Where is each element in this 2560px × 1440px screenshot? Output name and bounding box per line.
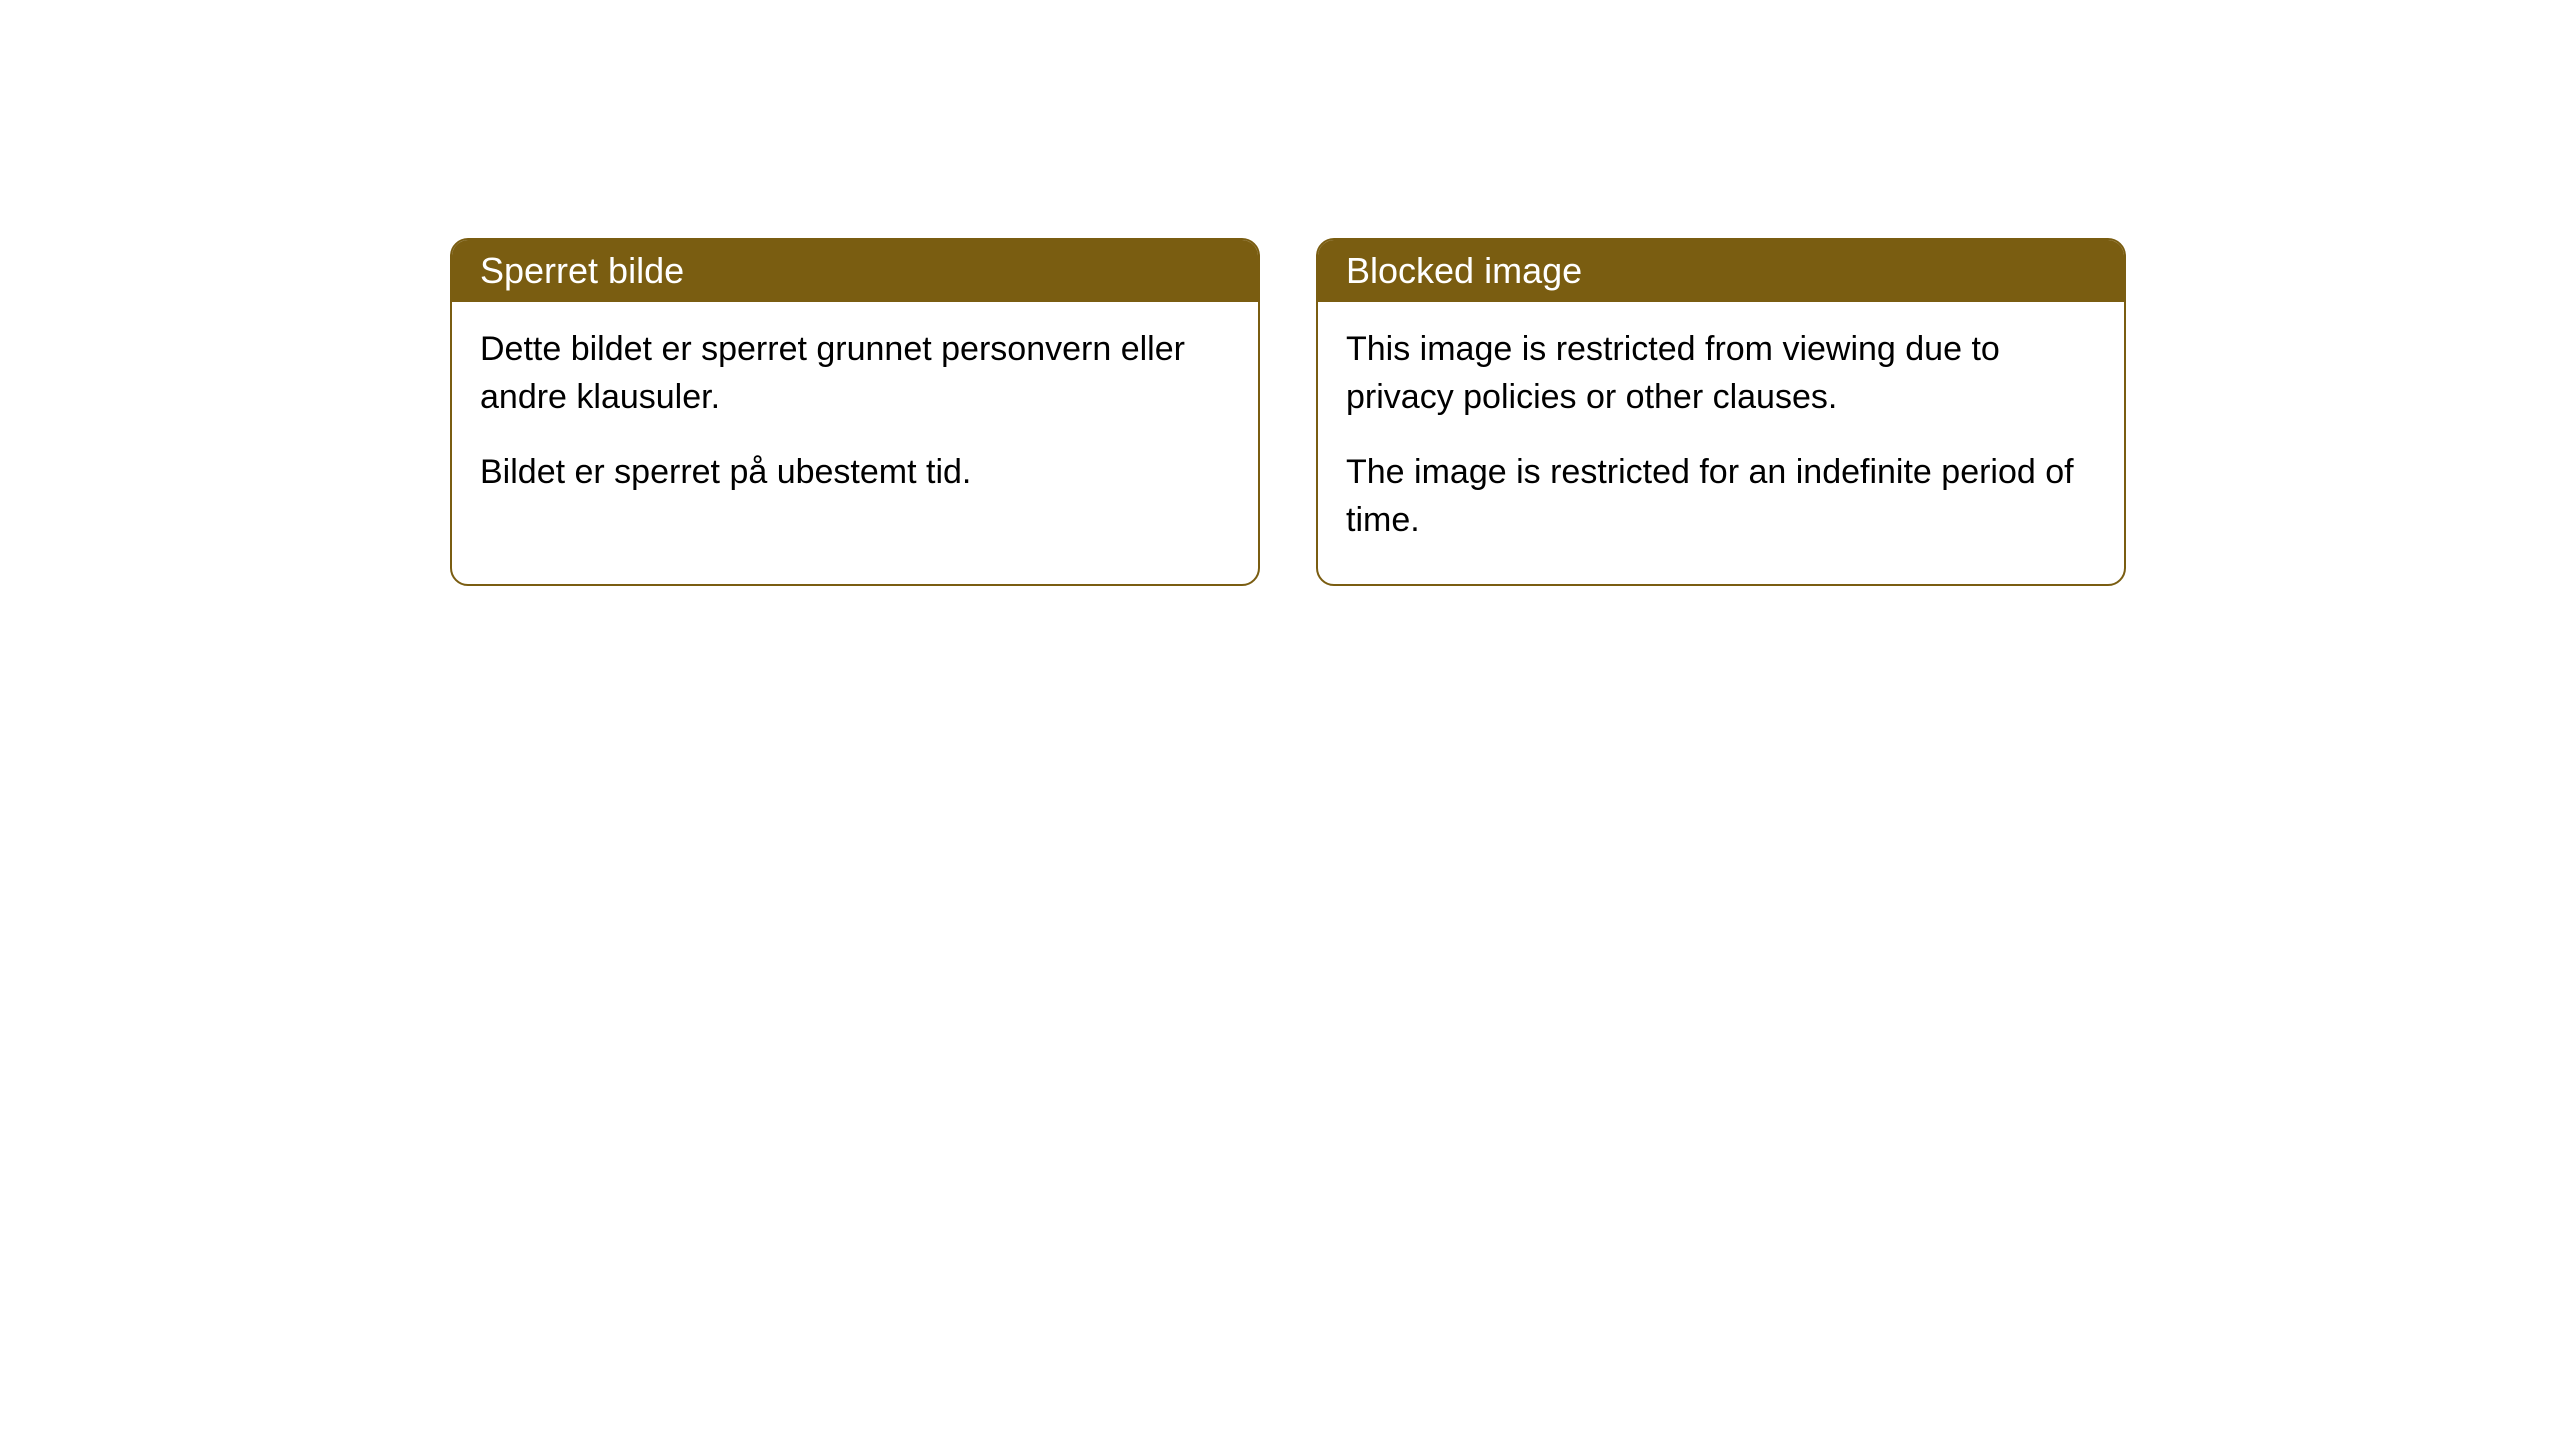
card-body: This image is restricted from viewing du…: [1318, 302, 2124, 584]
card-body: Dette bildet er sperret grunnet personve…: [452, 302, 1258, 537]
card-paragraph: The image is restricted for an indefinit…: [1346, 449, 2096, 544]
notice-card-english: Blocked image This image is restricted f…: [1316, 238, 2126, 586]
notice-card-norwegian: Sperret bilde Dette bildet er sperret gr…: [450, 238, 1260, 586]
card-header: Sperret bilde: [452, 240, 1258, 302]
notice-cards-container: Sperret bilde Dette bildet er sperret gr…: [450, 238, 2126, 586]
card-header: Blocked image: [1318, 240, 2124, 302]
card-paragraph: This image is restricted from viewing du…: [1346, 326, 2096, 421]
card-paragraph: Dette bildet er sperret grunnet personve…: [480, 326, 1230, 421]
card-title: Blocked image: [1346, 250, 1582, 291]
card-paragraph: Bildet er sperret på ubestemt tid.: [480, 449, 1230, 497]
card-title: Sperret bilde: [480, 250, 684, 291]
